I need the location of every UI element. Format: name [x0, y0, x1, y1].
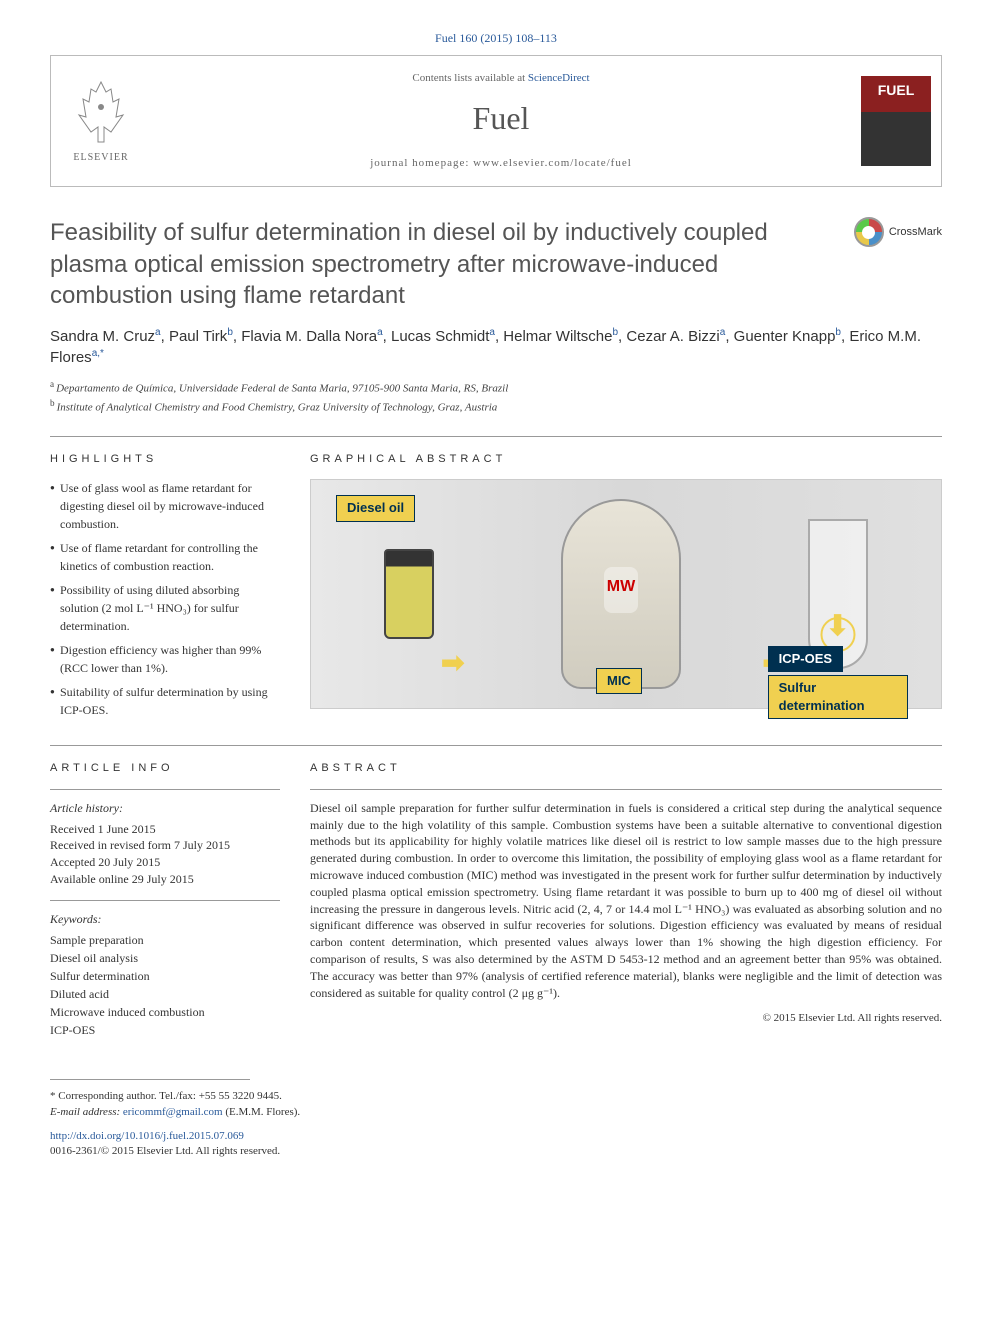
author: Flavia M. Dalla Noraa [241, 328, 382, 345]
graphical-abstract-heading: GRAPHICAL ABSTRACT [310, 452, 942, 467]
homepage-prefix: journal homepage: [370, 157, 473, 169]
graphical-abstract: Diesel oil ➡ MW MIC ➡ ⬇ ICP-OES Sulfur d [310, 479, 942, 709]
footer-divider [50, 1079, 250, 1080]
citation: Fuel 160 (2015) 108–113 [50, 30, 942, 47]
divider [50, 900, 280, 901]
ga-mic-device: MW [561, 499, 681, 689]
elsevier-logo: ELSEVIER [51, 56, 151, 187]
history-line: Available online 29 July 2015 [50, 871, 280, 888]
crossmark-label: CrossMark [889, 225, 942, 240]
affiliation: aDepartamento de Química, Universidade F… [50, 378, 942, 397]
highlight-item: Digestion efficiency was higher than 99%… [50, 641, 280, 677]
affiliation: bInstitute of Analytical Chemistry and F… [50, 397, 942, 416]
history-head: Article history: [50, 800, 280, 817]
keyword: Sample preparation [50, 931, 280, 949]
author: Cezar A. Bizzia [626, 328, 725, 345]
keyword: Sulfur determination [50, 967, 280, 985]
contents-prefix: Contents lists available at [412, 72, 527, 84]
authors-list: Sandra M. Cruza, Paul Tirkb, Flavia M. D… [50, 326, 942, 368]
journal-cover [851, 56, 941, 187]
ga-arrow-down: ⬇ [768, 607, 908, 646]
highlight-item: Use of glass wool as flame retardant for… [50, 479, 280, 533]
journal-header: ELSEVIER Contents lists available at Sci… [50, 55, 942, 188]
divider [50, 436, 942, 437]
email-attribution: (E.M.M. Flores). [225, 1106, 300, 1118]
abstract-text: Diesel oil sample preparation for furthe… [310, 800, 942, 1002]
keyword: Diluted acid [50, 985, 280, 1003]
highlights-heading: HIGHLIGHTS [50, 452, 280, 467]
keyword: ICP-OES [50, 1021, 280, 1039]
author: Helmar Wiltscheb [503, 328, 618, 345]
history-line: Accepted 20 July 2015 [50, 854, 280, 871]
email-link[interactable]: ericommf@gmail.com [123, 1106, 223, 1118]
highlight-item: Suitability of sulfur determination by u… [50, 683, 280, 719]
contents-available: Contents lists available at ScienceDirec… [166, 71, 836, 86]
corresponding-author: * Corresponding author. Tel./fax: +55 55… [50, 1088, 942, 1105]
keyword: Diesel oil analysis [50, 949, 280, 967]
homepage-line: journal homepage: www.elsevier.com/locat… [166, 156, 836, 171]
history-line: Received 1 June 2015 [50, 821, 280, 838]
affiliations: aDepartamento de Química, Universidade F… [50, 378, 942, 416]
divider [50, 789, 280, 790]
ga-label-mic: MIC [596, 668, 642, 694]
cover-thumbnail [861, 76, 931, 166]
header-center: Contents lists available at ScienceDirec… [151, 56, 851, 187]
email-label: E-mail address: [50, 1106, 120, 1118]
history-line: Received in revised form 7 July 2015 [50, 837, 280, 854]
author: Paul Tirkb [169, 328, 233, 345]
elsevier-tree-icon [71, 77, 131, 147]
article-title: Feasibility of sulfur determination in d… [50, 217, 830, 311]
highlight-item: Use of flame retardant for controlling t… [50, 539, 280, 575]
keyword: Microwave induced combustion [50, 1003, 280, 1021]
ga-arrow-1: ➡ [441, 644, 464, 683]
abstract-heading: ABSTRACT [310, 761, 942, 776]
author: Guenter Knappb [734, 328, 841, 345]
copyright: © 2015 Elsevier Ltd. All rights reserved… [310, 1011, 942, 1026]
issn-line: 0016-2361/© 2015 Elsevier Ltd. All right… [50, 1144, 942, 1159]
keywords-head: Keywords: [50, 911, 280, 928]
divider [310, 789, 942, 790]
article-info-heading: ARTICLE INFO [50, 761, 280, 776]
keywords-list: Sample preparationDiesel oil analysisSul… [50, 931, 280, 1039]
crossmark-icon [854, 217, 884, 247]
ga-label-icpoes: ICP-OES [768, 646, 843, 672]
highlights-list: Use of glass wool as flame retardant for… [50, 479, 280, 719]
author: Lucas Schmidta [391, 328, 495, 345]
ga-vial [384, 549, 434, 639]
author: Sandra M. Cruza [50, 328, 161, 345]
history-body: Received 1 June 2015Received in revised … [50, 821, 280, 888]
crossmark-badge[interactable]: CrossMark [854, 217, 942, 247]
sciencedirect-link[interactable]: ScienceDirect [528, 72, 590, 84]
journal-name: Fuel [166, 96, 836, 141]
homepage-link[interactable]: www.elsevier.com/locate/fuel [473, 157, 632, 169]
doi-link[interactable]: http://dx.doi.org/10.1016/j.fuel.2015.07… [50, 1129, 942, 1144]
ga-label-diesel: Diesel oil [336, 495, 415, 521]
ga-mw-label: MW [607, 576, 635, 598]
divider [50, 745, 942, 746]
highlight-item: Possibility of using diluted absorbing s… [50, 581, 280, 635]
elsevier-text: ELSEVIER [73, 151, 128, 165]
ga-label-sulfur: Sulfur determination [768, 675, 908, 719]
email-line: E-mail address: ericommf@gmail.com (E.M.… [50, 1104, 942, 1121]
